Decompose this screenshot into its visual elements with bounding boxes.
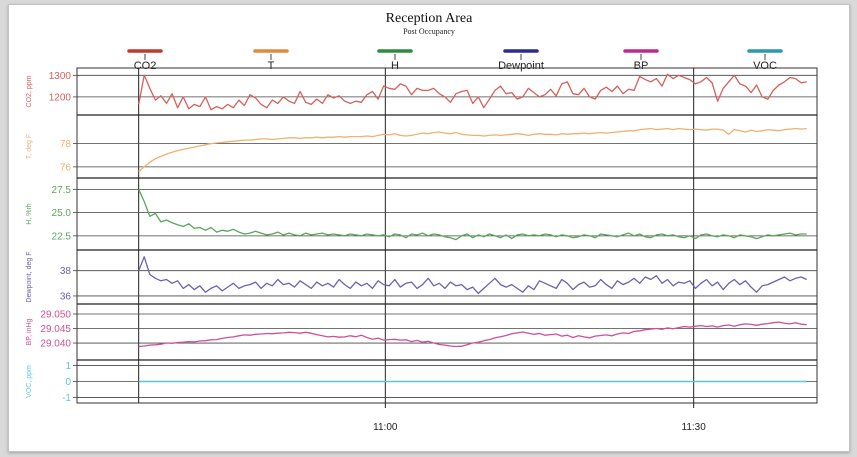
y-axis-label-t: T, deg F — [26, 134, 33, 159]
panel-h: 22.5 25.0 27.5 H, %rh — [26, 185, 817, 242]
y-tick-label-voc: -1 — [62, 393, 71, 404]
x-tick-label: 11:30 — [682, 422, 707, 433]
panel-t: 76 78 T, deg F — [26, 127, 817, 173]
legend-label-dewpoint: Dewpoint — [498, 60, 544, 72]
x-tick-label: 11:00 — [373, 422, 398, 433]
legend-label-h: H — [391, 60, 399, 72]
series-line-co2 — [138, 73, 807, 111]
y-tick-label-dewpoint: 36 — [60, 291, 72, 302]
y-tick-label-voc: 1 — [65, 361, 71, 372]
y-tick-label-co2: 1300 — [49, 71, 72, 82]
y-tick-label-h: 25.0 — [52, 208, 72, 219]
y-tick-label-bp: 29.040 — [40, 339, 71, 350]
y-axis-label-dewpoint: Dewpoint, deg F — [26, 252, 33, 303]
y-axis-label-h: H, %rh — [26, 203, 33, 225]
y-tick-label-co2: 1200 — [49, 92, 72, 103]
legend: CO2 T H Dewpoint BP VOC — [127, 49, 783, 72]
legend-label-co2: CO2 — [134, 60, 157, 72]
x-axis: 11:00 11:30 — [373, 403, 706, 433]
series-line-t — [138, 127, 807, 172]
y-tick-label-dewpoint: 38 — [60, 266, 72, 277]
y-tick-label-h: 22.5 — [52, 231, 72, 242]
y-axis-label-bp: BP, inHg — [26, 319, 33, 346]
panel-dewpoint: 36 38 Dewpoint, deg F — [26, 252, 817, 303]
y-tick-label-t: 76 — [60, 162, 72, 173]
panel-bp: 29.040 29.045 29.050 BP, inHg — [26, 309, 817, 350]
legend-label-bp: BP — [634, 60, 649, 72]
legend-label-t: T — [268, 60, 275, 72]
series-line-bp — [138, 321, 807, 348]
y-tick-label-h: 27.5 — [52, 185, 72, 196]
legend-label-voc: VOC — [753, 60, 777, 72]
series-line-h — [138, 189, 807, 241]
chart-frame: Reception Area Post Occupancy CO2 T H Dewpo… — [8, 4, 850, 452]
y-tick-label-t: 78 — [60, 139, 72, 150]
y-tick-label-bp: 29.050 — [40, 309, 71, 320]
panel-voc: -1 0 1 VOC, ppm — [26, 361, 817, 404]
y-tick-label-bp: 29.045 — [40, 324, 71, 335]
chart-title: Reception Area — [386, 11, 473, 26]
y-tick-label-voc: 0 — [65, 377, 71, 388]
panel-co2: 1200 1300 CO2, ppm — [26, 71, 817, 111]
series-line-dewpoint — [138, 256, 807, 295]
y-axis-label-co2: CO2, ppm — [26, 75, 33, 107]
chart-subtitle: Post Occupancy — [403, 27, 455, 36]
chart-canvas: Reception Area Post Occupancy CO2 T H Dewpo… — [26, 11, 818, 433]
y-axis-label-voc: VOC, ppm — [26, 365, 33, 398]
plot-area: 1200 1300 CO2, ppm 76 78 T, deg F 22.5 25.0 27.5… — [26, 67, 818, 404]
